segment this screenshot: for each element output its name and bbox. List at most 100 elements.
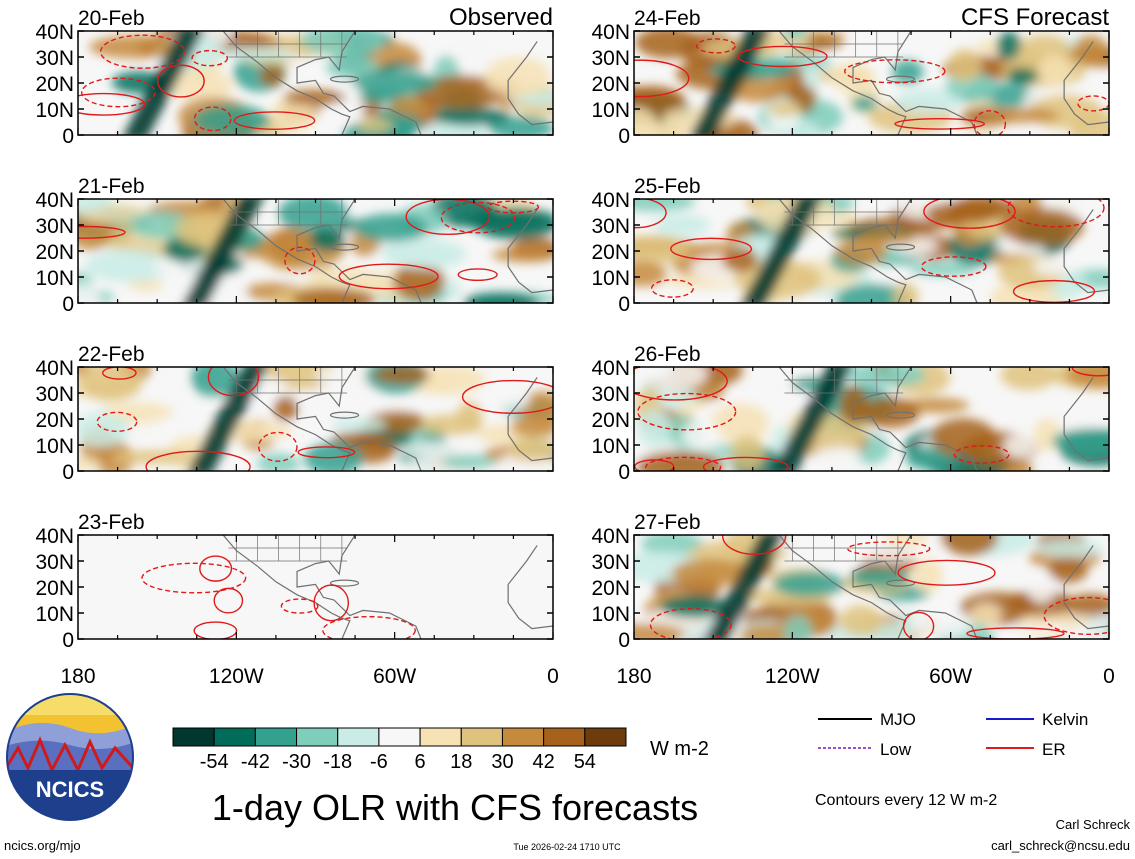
colorbar-label: -30 [282,751,311,773]
coast-africa [1063,545,1109,630]
coastlines [778,31,1109,135]
anomaly-blob [314,367,367,385]
x-tick-label: 180 [60,665,95,688]
y-tick-label: 0 [618,629,630,652]
coast-americas-west [778,31,907,135]
y-tick-label: 0 [618,125,630,148]
panel-date-label: 25-Feb [634,175,701,198]
anomaly-blob [671,558,747,587]
anomaly-blob [847,367,926,388]
anomaly-blob [835,239,888,266]
anomaly-blob [190,367,240,398]
coast-cuba [329,411,360,419]
er-contour [953,445,1010,464]
er-contour [102,367,137,380]
anomaly-blob [634,235,690,265]
panel-date-label: 21-Feb [78,175,145,198]
wet-band [123,31,204,135]
er-contour [847,541,931,557]
units-label: W m-2 [650,738,709,760]
map-panel-24-feb: 24-Feb [633,7,1110,136]
axes: 40N 30N 20N 10N 0 40N 30N 20N 10N 0 40N 30N 20N 10N 0 4… [35,21,1114,688]
coast-americas-west [222,535,351,639]
y-tick-label: 0 [618,461,630,484]
map-panel-23-feb: 23-Feb [77,511,554,640]
anomaly-blob [78,199,112,213]
legend-label-er: ER [1042,740,1066,759]
coast-americas-west [222,31,351,135]
y-tick-label: 10N [35,99,74,122]
coast-cuba [329,243,360,251]
anomaly-blob [783,614,813,639]
coastlines [222,199,553,303]
coastlines [778,535,1109,639]
anomaly-blob [270,96,316,133]
er-contour [1043,596,1109,636]
coast-cuba [885,579,916,587]
panel-date-label: 24-Feb [634,7,701,30]
anomaly-blob [911,557,943,593]
chart-title: 1-day OLR with CFS forecasts [212,787,698,828]
anomaly-blob [334,83,365,123]
y-tick-label: 10N [591,267,630,290]
y-tick-label: 0 [62,629,74,652]
forecast-label: CFS Forecast [961,4,1109,31]
anomaly-blob [1065,593,1109,617]
er-contour [670,237,753,261]
er-contour [634,459,675,471]
anomaly-blob [635,451,725,471]
coast-cuba [329,579,360,587]
anomaly-blob [300,31,387,57]
y-tick-label: 30N [35,551,74,574]
colorbar-label: 30 [491,751,513,773]
anomaly-blob [940,535,999,556]
y-tick-label: 20N [591,409,630,432]
y-tick-label: 40N [591,21,630,44]
er-contour [258,431,298,462]
anomaly-blob [1047,557,1089,583]
anomaly-blob [1051,428,1109,455]
panel-date-label: 26-Feb [634,343,701,366]
x-tick-label: 120W [209,665,264,688]
er-contour [966,627,1065,639]
er-contour [193,106,232,132]
anomaly-blob [1000,367,1057,391]
colorbar-label: 42 [533,751,555,773]
er-contour [322,615,416,639]
coast-africa [507,545,553,630]
anomaly-blob [634,261,667,287]
y-tick-label: 40N [35,357,74,380]
er-contour [1007,199,1105,228]
anomaly-blob [483,56,551,97]
y-tick-label: 40N [591,525,630,548]
coast-cuba [885,75,916,83]
anomaly-blob [634,623,685,639]
anomaly-blob [892,282,919,303]
er-contour [156,64,205,98]
coast-americas-east [852,535,978,639]
website-link: ncics.org/mjo [4,838,81,853]
coast-africa [507,41,553,126]
colorbar-swatch [501,727,545,747]
y-tick-label: 0 [62,125,74,148]
coast-cuba [885,243,916,251]
map-panel-27-feb: 27-Feb [633,511,1110,640]
anomaly-blob [773,571,845,597]
er-contour [634,199,667,229]
anomaly-blob [636,409,672,449]
coast-americas-east [296,31,422,135]
wet-band [704,535,785,639]
legend-label-mjo: MJO [880,710,916,729]
anomaly-blob [782,31,808,40]
er-contour [737,45,828,68]
coastlines [222,535,553,639]
anomaly-blob [652,213,711,237]
y-tick-label: 20N [591,577,630,600]
er-contour [191,49,229,67]
coast-americas-east [852,367,978,471]
coast-africa [507,209,553,294]
anomaly-blob [819,457,866,471]
coast-africa [1063,377,1109,462]
anomaly-blob [78,367,143,402]
er-contour [634,59,690,98]
